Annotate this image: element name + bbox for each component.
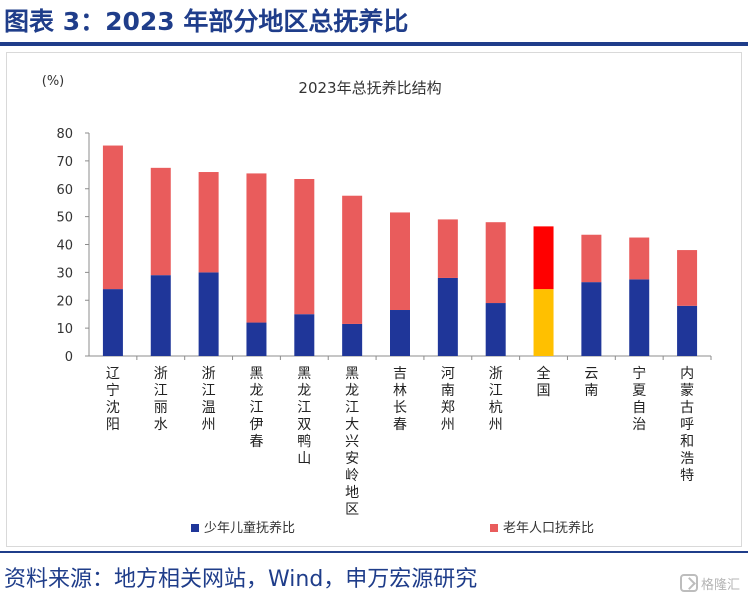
y-tick-label: 20 <box>56 294 73 309</box>
legend-swatch-child <box>191 524 199 532</box>
x-tick-label: 浙江杭州 <box>489 366 503 433</box>
x-tick-label: 河南郑州 <box>441 366 455 433</box>
footer-divider <box>0 551 748 553</box>
watermark-text: 格隆汇 <box>700 577 740 593</box>
bar-segment-child <box>102 289 123 356</box>
x-tick-label: 全国 <box>537 365 551 399</box>
x-tick-label: 黑龙江大兴安岭地区 <box>345 366 359 518</box>
x-tick-label: 内蒙古呼和浩特 <box>680 366 694 484</box>
watermark: 格隆汇 <box>679 572 740 594</box>
x-tick-label: 宁夏自治 <box>632 365 646 433</box>
x-tick-label: 云南 <box>584 366 598 399</box>
y-axis-unit: (%) <box>42 74 65 89</box>
bar-segment-child <box>390 310 410 356</box>
bar-segment-elderly <box>150 167 171 276</box>
bar-segment-child <box>342 323 363 356</box>
x-tick-label: 辽宁沈阳 <box>106 366 120 433</box>
y-tick-label: 70 <box>56 155 73 170</box>
bar-segment-elderly <box>581 234 602 283</box>
chart-panel: 2023年总抚养比结构 (%) 0 10 20 30 40 50 60 70 80 辽宁沈阳 浙江… <box>6 52 742 547</box>
bar-segment-child <box>677 305 698 356</box>
x-tick-label: 吉林长春 <box>393 366 407 433</box>
y-tick-label: 10 <box>56 322 73 337</box>
bar-segment-child <box>150 275 171 356</box>
legend-swatch-elderly <box>490 524 498 532</box>
chart-axes: 0 10 20 30 40 50 60 70 80 <box>56 127 712 365</box>
bar-segment-elderly <box>437 219 458 278</box>
y-tick-label: 0 <box>65 350 73 365</box>
x-tick-label: 浙江温州 <box>202 366 216 433</box>
bar-segment-elderly <box>294 178 315 315</box>
bar-segment-elderly <box>485 222 506 304</box>
bar-segment-elderly <box>533 226 554 290</box>
x-tick-label: 黑龙江双鸭山 <box>297 366 311 467</box>
x-tick-label: 浙江丽水 <box>154 366 168 433</box>
x-tick-label: 黑龙江伊春 <box>249 366 263 450</box>
bar-segment-child <box>533 289 554 356</box>
stacked-bar-chart: 2023年总抚养比结构 (%) 0 10 20 30 40 50 60 70 80 辽宁沈阳 浙江… <box>42 74 712 536</box>
source-note: 资料来源：地方相关网站，Wind，申万宏源研究 <box>4 567 478 592</box>
chart-bars <box>102 145 698 357</box>
chart-legend: 少年儿童抚养比 老年人口抚养比 <box>191 520 594 536</box>
bar-segment-child <box>294 314 315 356</box>
bar-segment-elderly <box>246 173 267 323</box>
bar-segment-elderly <box>390 212 410 310</box>
bar-segment-child <box>581 282 602 356</box>
bar-segment-elderly <box>342 195 363 324</box>
bar-segment-child <box>629 279 650 356</box>
x-axis-labels: 辽宁沈阳 浙江丽水 浙江温州 黑龙江伊春 黑龙江双鸭山 黑龙江大兴安岭地区 吉林长春 河南郑州… <box>106 365 694 518</box>
legend-label-child: 少年儿童抚养比 <box>204 520 295 536</box>
bar-segment-elderly <box>677 250 698 306</box>
page-title: 图表 3：2023 年部分地区总抚养比 <box>4 7 409 36</box>
bar-segment-child <box>485 303 506 356</box>
bar-segment-elderly <box>198 172 219 273</box>
y-tick-label: 50 <box>56 211 73 226</box>
y-tick-label: 60 <box>56 183 73 198</box>
y-tick-label: 40 <box>56 239 73 254</box>
bar-segment-elderly <box>102 145 123 290</box>
bar-segment-elderly <box>629 237 650 280</box>
chart-title: 2023年总抚养比结构 <box>298 79 441 97</box>
watermark-logo-icon <box>679 574 698 592</box>
legend-label-elderly: 老年人口抚养比 <box>503 520 594 536</box>
header-divider <box>0 42 748 46</box>
bar-segment-child <box>437 277 458 356</box>
bar-segment-child <box>198 272 219 357</box>
y-tick-label: 80 <box>56 127 73 142</box>
y-tick-label: 30 <box>56 266 73 281</box>
bar-segment-child <box>246 322 267 356</box>
